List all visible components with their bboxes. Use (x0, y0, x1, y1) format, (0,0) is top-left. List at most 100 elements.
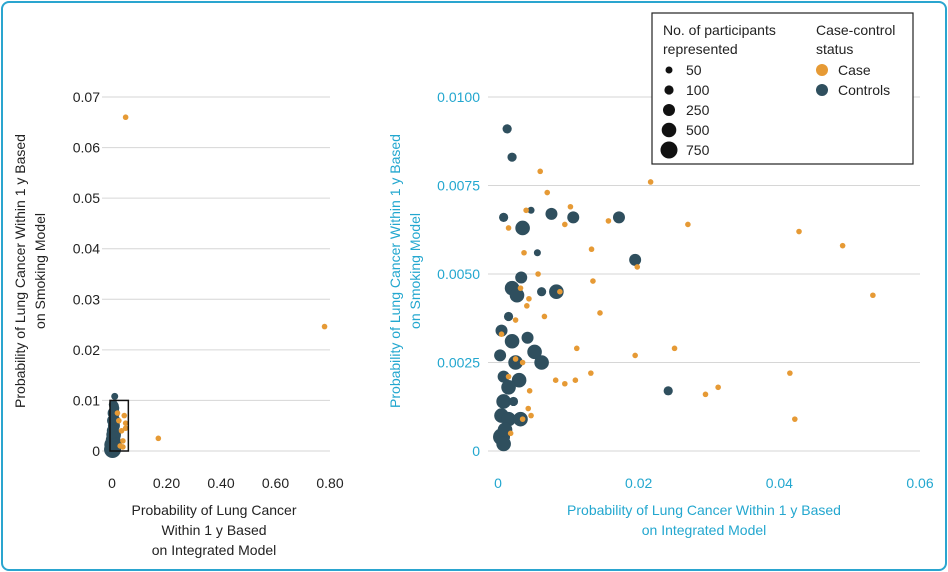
control-point (496, 394, 511, 409)
legend-size-marker (660, 141, 678, 159)
control-point (499, 212, 509, 222)
case-point (523, 207, 529, 214)
y-tick-label: 0.06 (73, 140, 100, 156)
case-point (512, 317, 519, 323)
case-point (505, 225, 512, 231)
case-point (605, 218, 612, 224)
case-point (121, 412, 128, 419)
x-tick-label: 0 (108, 475, 116, 491)
y-tick-label: 0.01 (73, 392, 100, 408)
case-point (685, 221, 691, 228)
case-point (796, 228, 802, 235)
case-point (632, 352, 638, 359)
control-point (508, 355, 523, 370)
legend-size-marker (661, 122, 677, 138)
y-tick-label: 0.0025 (437, 355, 480, 371)
legend-status-marker (816, 84, 828, 96)
right-scatter-panel: 0 0.0025 0.0050 0.0075 0.0100 0 0.02 0.04 0.06 Pr… (387, 89, 934, 538)
legend-status-title: status (816, 41, 853, 57)
control-point (612, 211, 625, 224)
x-axis-label: Within 1 y Based (161, 522, 266, 538)
y-axis-label-line: on Smoking Model (32, 213, 48, 329)
control-point (502, 124, 512, 134)
x-tick-label: 0 (494, 475, 502, 491)
case-point (634, 264, 641, 270)
case-point (528, 412, 534, 419)
y-axis-label: Probability of Lung Cancer Within 1 y Ba… (387, 134, 423, 408)
control-point (629, 253, 642, 266)
control-point (527, 344, 542, 360)
control-point (545, 207, 558, 220)
case-point (535, 271, 541, 277)
legend-size-marker (665, 66, 673, 74)
case-point (839, 242, 846, 249)
x-axis-label: on Integrated Model (642, 522, 767, 538)
control-point (508, 396, 519, 407)
control-point (111, 401, 119, 409)
x-tick-label: 0.04 (766, 475, 793, 491)
case-point (525, 405, 532, 412)
legend: No. of participants represented 50 100 250 50… (651, 12, 914, 165)
case-point (114, 410, 121, 416)
legend-status-marker (816, 64, 828, 76)
y-tick-label: 0.04 (73, 241, 100, 257)
case-point (118, 427, 125, 434)
y-axis-label-line: on Smoking Model (407, 213, 423, 329)
control-point (521, 331, 534, 344)
legend-size-title: No. of participants (663, 22, 776, 38)
control-point (495, 324, 508, 337)
legend-size-label: 50 (686, 62, 702, 78)
case-point (155, 435, 162, 442)
case-point (537, 168, 543, 175)
case-point (521, 249, 527, 256)
case-point (512, 356, 519, 362)
case-point (519, 359, 526, 366)
legend-size-label: 750 (686, 142, 710, 158)
case-point (524, 303, 530, 309)
legend-size-marker (663, 104, 675, 116)
left-scatter-panel: 0 0.01 0.02 0.03 0.04 0.05 0.06 0.07 0 0.20 0.40 0.… (12, 89, 344, 558)
control-point (527, 206, 535, 214)
legend-size-label: 100 (686, 82, 710, 98)
case-point (597, 310, 603, 316)
case-point (122, 420, 129, 426)
case-point (870, 292, 876, 299)
case-point (526, 388, 533, 394)
case-point (321, 323, 328, 330)
case-point (647, 179, 654, 185)
x-tick-label: 0.40 (207, 475, 234, 491)
y-tick-label: 0.07 (73, 89, 100, 105)
x-axis-label: on Integrated Model (152, 542, 277, 558)
control-point (534, 355, 549, 370)
x-tick-label: 0.02 (625, 475, 652, 491)
control-point (501, 379, 516, 395)
control-point (507, 152, 517, 162)
y-tick-label: 0.03 (73, 291, 100, 307)
control-point (509, 287, 525, 303)
control-point (567, 211, 580, 224)
y-tick-label: 0.05 (73, 190, 100, 206)
y-tick-label: 0.0100 (437, 89, 480, 105)
y-axis-label-line: Probability of Lung Cancer Within 1 y Ba… (387, 134, 403, 408)
case-point (505, 373, 512, 380)
control-point (496, 436, 511, 452)
legend-size-title: represented (663, 41, 738, 57)
case-point (590, 278, 596, 284)
case-point (498, 331, 505, 337)
y-axis-label-line: Probability of Lung Cancer Within 1 y Ba… (12, 134, 28, 408)
case-point (120, 438, 126, 444)
legend-status-label: Controls (838, 82, 890, 98)
case-point (120, 444, 126, 450)
y-tick-label: 0.0075 (437, 178, 480, 194)
y-tick-label: 0.02 (73, 342, 100, 358)
y-axis-label: Probability of Lung Cancer Within 1 y Ba… (12, 134, 48, 408)
control-point (515, 220, 530, 236)
x-tick-label: 0.80 (316, 475, 343, 491)
legend-size-label: 250 (686, 102, 710, 118)
legend-size-label: 500 (686, 122, 710, 138)
control-point (537, 287, 547, 297)
y-tick-label: 0 (472, 443, 480, 459)
control-point (494, 349, 507, 362)
control-point (663, 386, 673, 396)
legend-size-marker (664, 85, 674, 95)
